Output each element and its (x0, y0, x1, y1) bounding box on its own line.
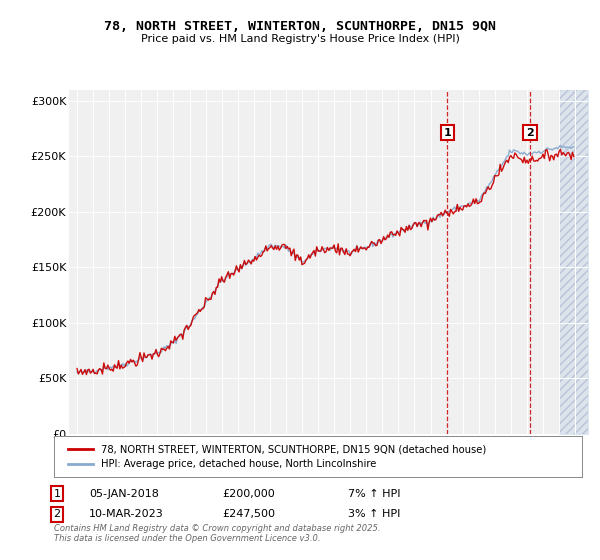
Text: 3% ↑ HPI: 3% ↑ HPI (348, 509, 400, 519)
Text: 78, NORTH STREET, WINTERTON, SCUNTHORPE, DN15 9QN: 78, NORTH STREET, WINTERTON, SCUNTHORPE,… (104, 20, 496, 33)
Text: £247,500: £247,500 (222, 509, 275, 519)
Text: 10-MAR-2023: 10-MAR-2023 (89, 509, 164, 519)
Text: 1: 1 (443, 128, 451, 138)
Text: £200,000: £200,000 (222, 489, 275, 499)
Text: Price paid vs. HM Land Registry's House Price Index (HPI): Price paid vs. HM Land Registry's House … (140, 34, 460, 44)
Legend: 78, NORTH STREET, WINTERTON, SCUNTHORPE, DN15 9QN (detached house), HPI: Average: 78, NORTH STREET, WINTERTON, SCUNTHORPE,… (64, 440, 491, 473)
Text: 2: 2 (53, 509, 61, 519)
Text: 2: 2 (526, 128, 534, 138)
Text: 05-JAN-2018: 05-JAN-2018 (89, 489, 158, 499)
Text: 7% ↑ HPI: 7% ↑ HPI (348, 489, 401, 499)
Text: This data is licensed under the Open Government Licence v3.0.: This data is licensed under the Open Gov… (54, 534, 320, 543)
Text: 1: 1 (53, 489, 61, 499)
Text: Contains HM Land Registry data © Crown copyright and database right 2025.: Contains HM Land Registry data © Crown c… (54, 524, 380, 533)
